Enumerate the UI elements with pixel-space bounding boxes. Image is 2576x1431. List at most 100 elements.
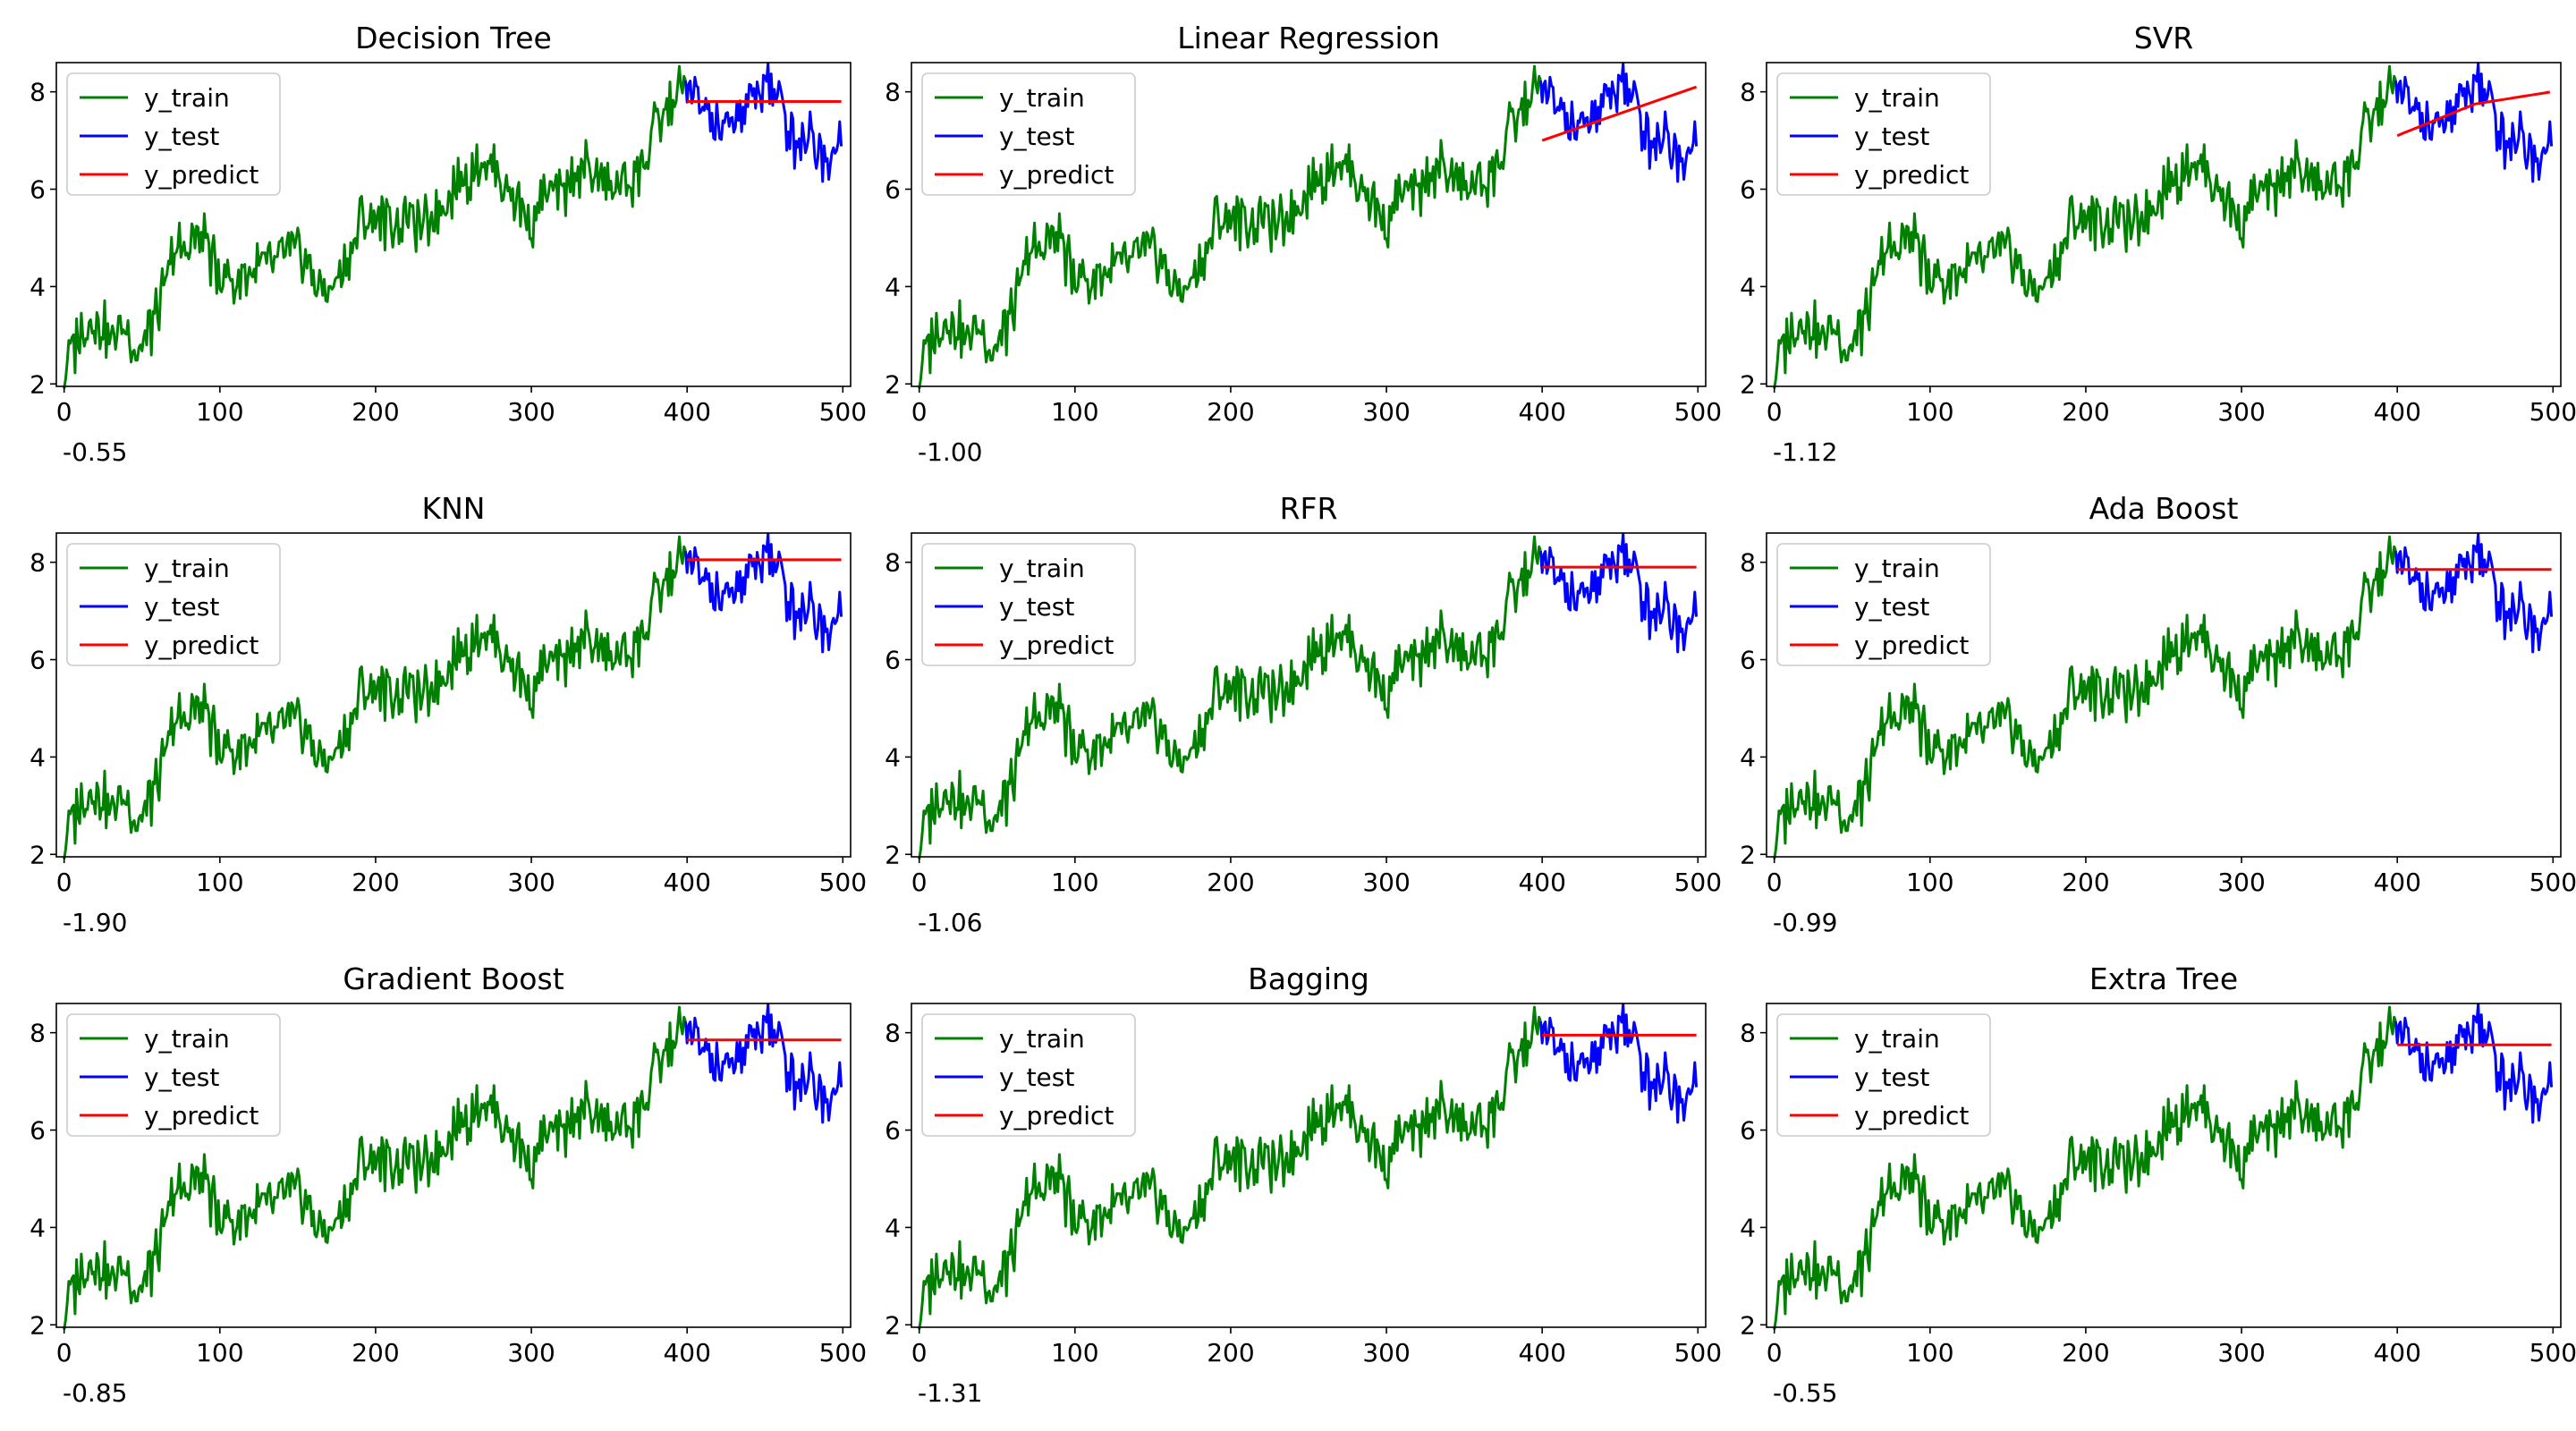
axes-frame [55, 1003, 852, 1328]
y-tick-label: 4 [1740, 272, 1756, 301]
subplot-title: Ada Boost [2089, 491, 2239, 526]
x-tick-label: 500 [1674, 397, 1722, 427]
y-tick-label: 6 [1740, 1116, 1756, 1146]
x-tick-label: 0 [1767, 868, 1783, 897]
legend-entry: y_test [1854, 1063, 1929, 1092]
y-tick-label: 8 [1740, 1019, 1756, 1048]
score-label: -1.90 [63, 908, 127, 937]
x-tick-label: 0 [1767, 1338, 1783, 1367]
x-tick-label: 400 [663, 1338, 710, 1367]
x-tick-label: 200 [1207, 397, 1254, 427]
legend-entry: y_predict [1854, 160, 1969, 190]
series-y-train [63, 64, 687, 389]
x-tick-label: 500 [2529, 397, 2576, 427]
score-label: -0.85 [63, 1378, 127, 1408]
x-tick-label: 200 [2062, 397, 2109, 427]
legend: y_train y_test y_predict [921, 543, 1136, 666]
x-tick-label: 300 [1362, 397, 1410, 427]
series-y-test [1538, 532, 1699, 654]
series-y-predict [2396, 90, 2551, 138]
y-tick-label: 6 [30, 1116, 46, 1146]
x-tick-label: 400 [1518, 868, 1565, 897]
y-tick-label: 2 [30, 1310, 46, 1340]
score-label: -1.31 [918, 1378, 982, 1408]
y-tick-label: 4 [1740, 1213, 1756, 1242]
subplot-bagging: Bagging 0 100 200 300 400 500 2 4 6 8 -1.31 y_trainy… [885, 961, 1722, 1408]
legend-entry: y_train [144, 1024, 230, 1054]
y-tick-label: 4 [885, 1213, 901, 1242]
y-tick-label: 6 [885, 646, 901, 675]
y-tick-label: 4 [885, 742, 901, 772]
x-tick-label: 300 [1362, 1338, 1410, 1367]
x-tick-label: 400 [2373, 1338, 2420, 1367]
x-tick-label: 300 [507, 868, 555, 897]
series-y-test [2394, 62, 2554, 183]
legend-entry: y_train [144, 83, 230, 113]
series-y-train [63, 1005, 687, 1330]
y-tick-label: 8 [30, 78, 46, 107]
legend-box [66, 72, 281, 196]
y-tick-label: 2 [885, 369, 901, 399]
subplot-linear-regression: Linear Regression 0 100 200 300 400 500 2 4 6 8 -1.… [885, 21, 1722, 467]
x-tick-label: 0 [56, 1338, 72, 1367]
series-y-test [683, 1003, 843, 1124]
x-tick-label: 300 [1362, 868, 1410, 897]
y-tick-label: 8 [1740, 548, 1756, 578]
x-tick-label: 300 [507, 397, 555, 427]
subplot-title: Extra Tree [2089, 961, 2238, 996]
x-tick-label: 100 [1051, 868, 1098, 897]
legend-box [1776, 72, 1991, 196]
axes-frame [1766, 62, 2562, 387]
legend-entry: y_test [1854, 592, 1929, 622]
x-tick-label: 0 [911, 868, 928, 897]
x-tick-label: 300 [2217, 1338, 2265, 1367]
subplot-title: KNN [421, 491, 485, 526]
x-tick-label: 0 [911, 1338, 928, 1367]
legend-entry: y_predict [144, 160, 258, 190]
legend: y_train y_test y_predict [66, 72, 281, 196]
legend: y_train y_test y_predict [1776, 1013, 1991, 1137]
x-tick-label: 100 [1051, 397, 1098, 427]
x-tick-label: 200 [2062, 868, 2109, 897]
x-tick-label: 200 [352, 1338, 399, 1367]
legend-entry: y_predict [144, 631, 258, 660]
x-tick-label: 400 [1518, 397, 1565, 427]
legend-box [66, 543, 281, 666]
y-tick-label: 8 [885, 548, 901, 578]
legend-box [1776, 543, 1991, 666]
y-tick-label: 8 [30, 548, 46, 578]
legend-entry: y_train [999, 554, 1085, 583]
legend-entry: y_train [999, 83, 1085, 113]
x-tick-label: 100 [196, 868, 243, 897]
y-tick-label: 2 [885, 840, 901, 869]
subplot-title: SVR [2134, 21, 2193, 55]
score-label: -1.00 [918, 437, 982, 467]
series-y-predict [1541, 85, 1698, 142]
y-tick-label: 4 [30, 272, 46, 301]
y-tick-label: 8 [1740, 78, 1756, 107]
y-tick-label: 6 [30, 646, 46, 675]
x-tick-label: 500 [2529, 1338, 2576, 1367]
series-y-test [683, 532, 843, 654]
axes-frame [1766, 532, 2562, 858]
x-tick-label: 300 [2217, 868, 2265, 897]
series-y-test [2394, 532, 2554, 654]
legend-entry: y_predict [1854, 631, 1969, 660]
x-tick-label: 100 [196, 397, 243, 427]
series-y-train [1773, 64, 2397, 389]
y-tick-label: 2 [885, 1310, 901, 1340]
x-tick-label: 500 [1674, 1338, 1722, 1367]
subplot-extra-tree: Extra Tree 0 100 200 300 400 500 2 4 6 8 -0.55 y_tra… [1740, 961, 2576, 1408]
legend-entry: y_test [144, 1063, 219, 1092]
subplot-rfr: RFR 0 100 200 300 400 500 2 4 6 8 -1.06 y_train y_tes… [885, 491, 1722, 937]
legend-entry: y_predict [999, 160, 1114, 190]
x-tick-label: 500 [819, 868, 867, 897]
y-tick-label: 4 [30, 742, 46, 772]
x-tick-label: 300 [507, 1338, 555, 1367]
x-tick-label: 0 [1767, 397, 1783, 427]
subplot-gradient-boost: Gradient Boost 0 100 200 300 400 500 2 4 6 8 -0.85 y… [30, 961, 867, 1408]
legend-entry: y_test [999, 592, 1074, 622]
score-label: -1.06 [918, 908, 982, 937]
series-y-test [1538, 1003, 1699, 1124]
series-y-train [63, 535, 687, 859]
